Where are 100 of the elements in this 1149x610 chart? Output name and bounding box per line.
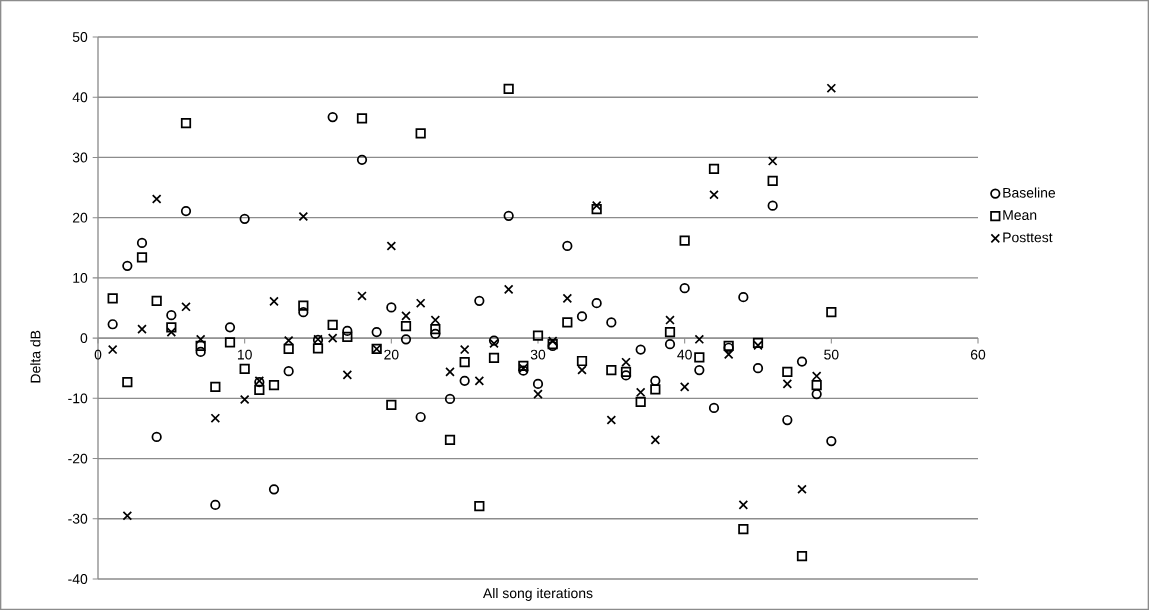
y-tick-label: -20	[68, 453, 88, 464]
point	[137, 324, 147, 334]
point	[503, 83, 514, 94]
point	[430, 323, 441, 335]
point	[327, 111, 338, 123]
point	[254, 384, 265, 396]
point	[386, 241, 397, 251]
point	[239, 363, 250, 374]
x-tick-label: 0	[94, 349, 102, 360]
point	[298, 300, 309, 311]
point	[606, 317, 617, 328]
point	[268, 484, 280, 495]
point	[386, 399, 397, 411]
point	[298, 211, 309, 222]
point	[694, 364, 705, 376]
point	[444, 393, 456, 405]
point	[166, 310, 177, 321]
point	[136, 237, 148, 249]
point	[708, 402, 720, 414]
x-tick-label: 30	[530, 349, 546, 360]
point	[180, 205, 192, 217]
point	[635, 387, 646, 398]
point	[503, 284, 514, 295]
point	[430, 315, 441, 325]
point	[356, 154, 368, 165]
point	[562, 317, 573, 328]
point	[166, 322, 177, 333]
point	[459, 357, 470, 368]
legend-label: Mean	[1003, 210, 1037, 221]
y-tick-label: 30	[72, 152, 88, 163]
x-tick-label: 50	[824, 349, 839, 360]
point	[826, 435, 837, 447]
point	[635, 344, 646, 355]
point	[591, 204, 602, 215]
point	[811, 371, 822, 381]
y-tick-label: -40	[68, 574, 88, 584]
point	[298, 307, 309, 318]
point	[400, 334, 412, 345]
point	[239, 394, 250, 405]
point	[694, 352, 705, 363]
x-tick-label: 60	[970, 349, 986, 360]
point	[122, 376, 133, 388]
point	[650, 435, 661, 445]
y-tick-label: 40	[72, 92, 88, 103]
point	[415, 298, 426, 308]
point	[577, 365, 587, 375]
point	[415, 411, 426, 423]
point	[826, 307, 837, 318]
point	[312, 343, 324, 354]
point	[679, 283, 690, 294]
point	[459, 375, 470, 386]
point	[738, 500, 749, 510]
point	[180, 118, 192, 129]
point	[269, 296, 279, 307]
point	[107, 293, 118, 304]
point	[474, 501, 485, 512]
y-tick-label: 10	[73, 272, 88, 283]
y-tick-label: 50	[72, 32, 88, 42]
point	[327, 333, 338, 343]
point	[356, 113, 368, 124]
point	[738, 523, 749, 535]
point	[224, 322, 236, 333]
point	[503, 210, 514, 221]
point	[210, 499, 221, 511]
point	[576, 311, 588, 322]
point	[107, 344, 118, 355]
point	[621, 357, 631, 368]
point	[444, 434, 456, 446]
point	[620, 366, 632, 377]
point	[195, 346, 206, 358]
point	[738, 292, 749, 303]
point	[620, 370, 632, 381]
point	[679, 235, 690, 246]
point	[401, 311, 411, 321]
point	[796, 356, 808, 367]
point	[708, 163, 720, 175]
point	[767, 156, 778, 166]
y-axis-title: Delta dB	[30, 330, 41, 383]
point	[151, 295, 162, 306]
point	[694, 334, 705, 345]
point	[665, 315, 675, 325]
point	[488, 352, 500, 364]
point	[122, 260, 133, 271]
point	[151, 194, 162, 204]
point	[210, 381, 221, 393]
y-tick-label: 20	[72, 212, 88, 223]
point	[767, 175, 778, 187]
point	[562, 293, 573, 304]
point	[459, 344, 470, 355]
point	[181, 301, 191, 312]
point	[371, 326, 382, 338]
point	[122, 510, 133, 521]
point	[283, 366, 294, 377]
point	[811, 379, 822, 391]
point	[782, 379, 793, 389]
point	[224, 337, 236, 348]
point	[664, 339, 676, 350]
point	[533, 389, 543, 399]
point	[283, 343, 294, 355]
legend-label: Posttest	[1003, 232, 1053, 243]
